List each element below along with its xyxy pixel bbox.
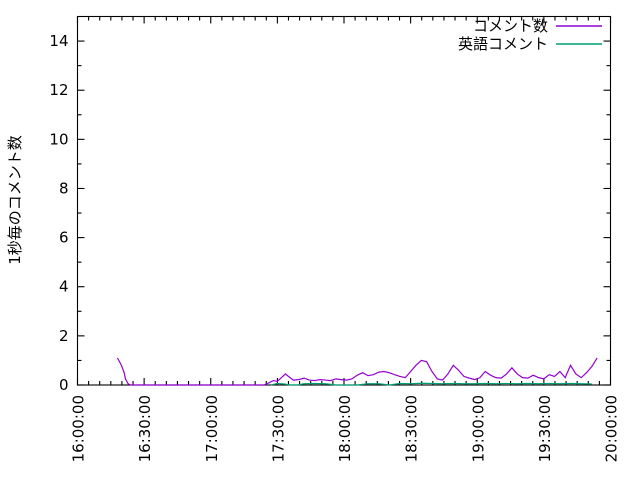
- y-tick-label: 8: [59, 179, 69, 197]
- y-tick-label: 14: [49, 32, 68, 50]
- legend-label: コメント数: [473, 17, 548, 35]
- legend-label: 英語コメント: [458, 35, 548, 53]
- series-line-english-comment: [270, 382, 592, 386]
- y-axis-label: 1秒毎のコメント数: [6, 135, 24, 265]
- x-tick-label: 18:30:00: [403, 395, 421, 462]
- x-tick-label: 16:00:00: [70, 395, 88, 462]
- x-tick-label: 19:30:00: [536, 395, 554, 462]
- series-line-comment-count: [116, 357, 598, 386]
- x-tick-label: 20:00:00: [603, 395, 621, 462]
- y-tick-label: 2: [59, 327, 69, 345]
- x-tick-label: 19:00:00: [469, 395, 487, 462]
- y-tick-label: 10: [49, 130, 68, 148]
- y-tick-label: 6: [59, 229, 69, 247]
- x-tick-label: 17:00:00: [203, 395, 221, 462]
- series-group: [116, 357, 598, 386]
- y-tick-label: 0: [59, 376, 69, 394]
- x-tick-label: 17:30:00: [269, 395, 287, 462]
- x-tick-label: 16:30:00: [136, 395, 154, 462]
- x-tick-label: 18:00:00: [336, 395, 354, 462]
- x-axis-ticks: 16:00:00 16:30:00 17:00:00 17:30:00 18:00:00…: [70, 16, 621, 462]
- y-tick-label: 12: [49, 81, 68, 99]
- y-axis-ticks: 0 2 4 6 8 10 12 14: [49, 32, 611, 394]
- y-tick-label: 4: [59, 278, 69, 296]
